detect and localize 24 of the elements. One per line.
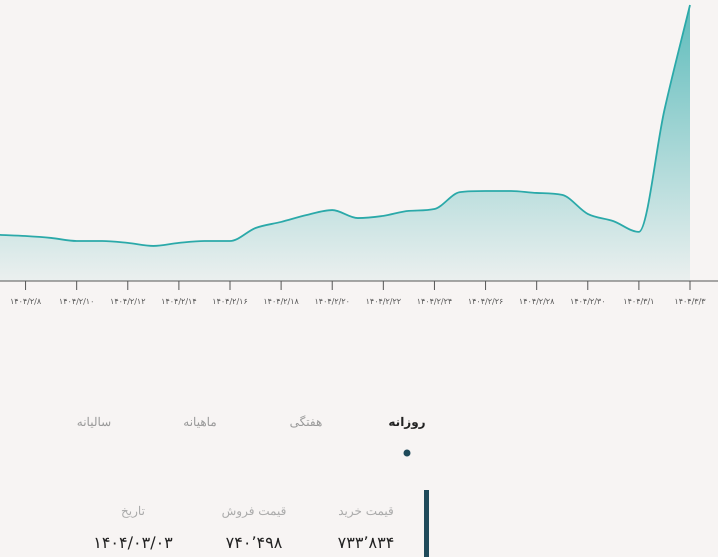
text: روزانه <box>388 415 426 429</box>
x-tick-label: ۱۴۰۴/۲/۳۰ <box>570 297 606 306</box>
text: سالیانه <box>76 415 112 429</box>
x-tick-label: ۱۴۰۴/۲/۲۰ <box>314 297 350 306</box>
text: ۷۴۰٬۴۹۸ <box>226 533 283 552</box>
text: ۱۴۰۴/۰۳/۰۳ <box>93 533 174 552</box>
text: ماهیانه <box>183 415 217 429</box>
x-tick-label: ۱۴۰۴/۲/۱۲ <box>110 297 146 306</box>
text: ۷۳۳٬۸۳۴ <box>338 533 394 552</box>
x-tick-label: ۱۴۰۴/۲/۱۶ <box>212 297 248 306</box>
x-tick-label: ۱۴۰۴/۲/۱۸ <box>263 297 300 306</box>
text: قیمت خرید <box>338 504 394 518</box>
text: هفتگی <box>290 415 322 429</box>
x-tick-label: ۱۴۰۴/۳/۳ <box>674 297 706 306</box>
x-tick-label: ۱۴۰۴/۲/۲۸ <box>518 297 556 306</box>
text: قیمت فروش <box>222 504 286 518</box>
x-tick-label: ۱۴۰۴/۲/۲۶ <box>468 297 504 306</box>
x-tick-label: ۱۴۰۴/۲/۸ <box>10 297 42 306</box>
x-tick-label: ۱۴۰۴/۲/۱۰ <box>58 297 94 306</box>
x-tick-label: ۱۴۰۴/۲/۲۲ <box>366 297 402 306</box>
x-tick-label: ۱۴۰۴/۳/۱ <box>623 297 654 306</box>
text: تاریخ <box>121 504 145 518</box>
x-tick-label: ۱۴۰۴/۲/۱۴ <box>161 297 197 306</box>
x-tick-label: ۱۴۰۴/۲/۲۴ <box>416 297 452 306</box>
